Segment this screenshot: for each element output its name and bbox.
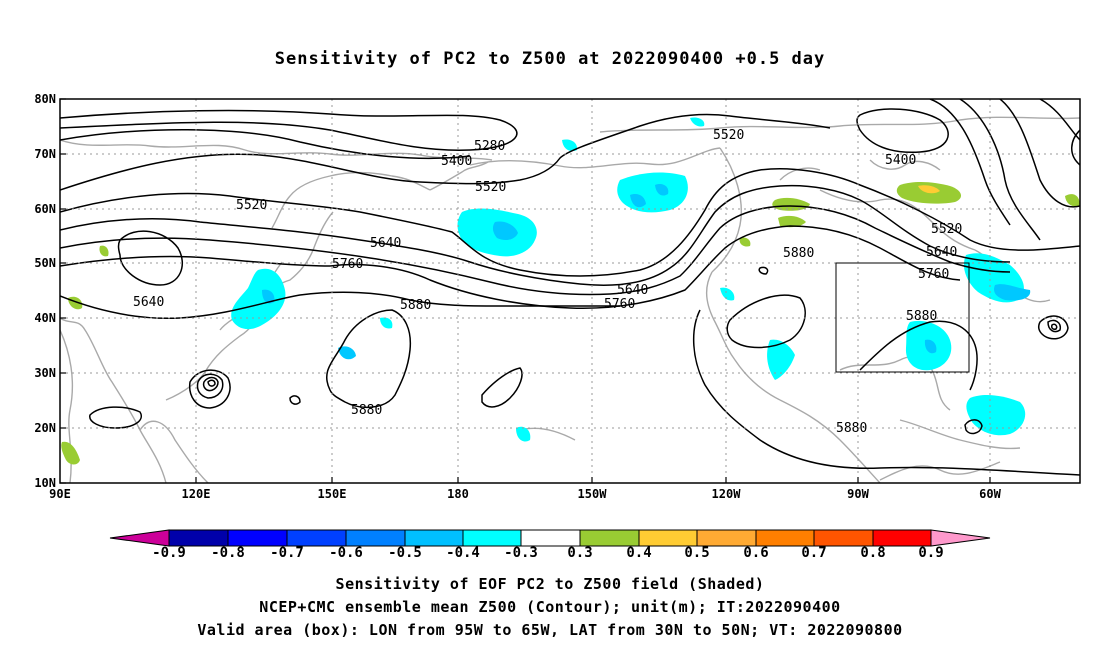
contour-label: 5640 xyxy=(617,283,648,298)
lat-label: 50N xyxy=(34,256,56,270)
graticule xyxy=(60,99,1080,483)
colorbar-label: 0.4 xyxy=(626,545,651,561)
colorbar-swatch xyxy=(755,529,815,547)
map-frame xyxy=(59,98,1081,484)
valid-area-box xyxy=(835,262,970,373)
caption-line-3: Valid area (box): LON from 95W to 65W, L… xyxy=(197,621,903,639)
colorbar-low-tip xyxy=(109,529,170,547)
colorbar-swatch xyxy=(462,529,522,547)
shaded-sensitivity xyxy=(61,117,1080,465)
contour-labels: 5280 5400 5520 5520 5640 5760 5640 5880 … xyxy=(133,128,962,436)
contour-label: 5520 xyxy=(236,198,267,213)
contour-label: 5400 xyxy=(885,153,916,168)
chart-title: Sensitivity of PC2 to Z500 at 2022090400… xyxy=(274,49,826,69)
contour-label: 5760 xyxy=(604,297,635,312)
z500-contours xyxy=(60,99,1080,476)
contour-label: 5880 xyxy=(836,421,867,436)
lon-label: 120E xyxy=(182,487,211,501)
colorbar-label: -0.9 xyxy=(152,545,186,561)
lon-label: 90E xyxy=(49,487,71,501)
colorbar: -0.9 -0.8 -0.7 -0.6 -0.5 -0.4 -0.3 0.3 0… xyxy=(109,529,991,561)
contour-label: 5640 xyxy=(370,236,401,251)
axis-ticks xyxy=(60,98,991,484)
contour-label: 5400 xyxy=(441,154,472,169)
colorbar-label: 0.7 xyxy=(801,545,826,561)
colorbar-swatch xyxy=(345,529,406,547)
colorbar-label: -0.3 xyxy=(504,545,538,561)
contour-label: 5520 xyxy=(931,222,962,237)
lon-label: 150E xyxy=(318,487,347,501)
lat-label: 70N xyxy=(34,147,56,161)
lat-label: 30N xyxy=(34,366,56,380)
lon-label: 60W xyxy=(979,487,1001,501)
map-area xyxy=(60,99,1080,483)
latitude-labels: 80N 70N 60N 50N 40N 30N 20N 10N xyxy=(34,92,56,490)
contour-label: 5760 xyxy=(332,257,363,272)
colorbar-label: -0.7 xyxy=(270,545,304,561)
colorbar-swatch xyxy=(638,529,698,547)
colorbar-label: -0.6 xyxy=(329,545,363,561)
lon-label: 90W xyxy=(847,487,869,501)
contour-label: 5520 xyxy=(475,180,506,195)
contour-label: 5640 xyxy=(926,245,957,260)
contour-label: 5880 xyxy=(783,246,814,261)
contour-label: 5880 xyxy=(351,403,382,418)
colorbar-swatch xyxy=(696,529,757,547)
colorbar-label: 0.9 xyxy=(918,545,943,561)
contour-label: 5640 xyxy=(133,295,164,310)
contour-label: 5760 xyxy=(918,267,949,282)
lat-label: 40N xyxy=(34,311,56,325)
colorbar-swatch xyxy=(168,529,229,547)
colorbar-high-tip xyxy=(930,529,991,547)
colorbar-label: 0.6 xyxy=(743,545,768,561)
contour-label: 5880 xyxy=(400,298,431,313)
lon-label: 120W xyxy=(712,487,742,501)
colorbar-label: 0.8 xyxy=(860,545,885,561)
contour-label: 5880 xyxy=(906,309,937,324)
lon-label: 150W xyxy=(578,487,608,501)
caption-line-2: NCEP+CMC ensemble mean Z500 (Contour); u… xyxy=(259,598,841,616)
colorbar-label: -0.4 xyxy=(446,545,480,561)
caption-line-1: Sensitivity of EOF PC2 to Z500 field (Sh… xyxy=(335,575,765,593)
lat-label: 10N xyxy=(34,476,56,490)
colorbar-label: 0.3 xyxy=(567,545,592,561)
colorbar-swatch xyxy=(286,529,347,547)
lon-label: 180 xyxy=(447,487,469,501)
contour-label: 5520 xyxy=(713,128,744,143)
colorbar-swatch xyxy=(579,529,640,547)
colorbar-label: 0.5 xyxy=(684,545,709,561)
colorbar-swatch xyxy=(404,529,464,547)
lat-label: 20N xyxy=(34,421,56,435)
colorbar-swatch xyxy=(872,529,932,547)
colorbar-swatch xyxy=(520,529,581,547)
colorbar-label: -0.5 xyxy=(388,545,422,561)
contour-label: 5280 xyxy=(474,139,505,154)
colorbar-swatch xyxy=(227,529,288,547)
longitude-labels: 90E 120E 150E 180 150W 120W 90W 60W xyxy=(49,487,1001,501)
colorbar-label: -0.8 xyxy=(211,545,245,561)
colorbar-swatch xyxy=(813,529,874,547)
lat-label: 60N xyxy=(34,202,56,216)
lat-label: 80N xyxy=(34,92,56,106)
